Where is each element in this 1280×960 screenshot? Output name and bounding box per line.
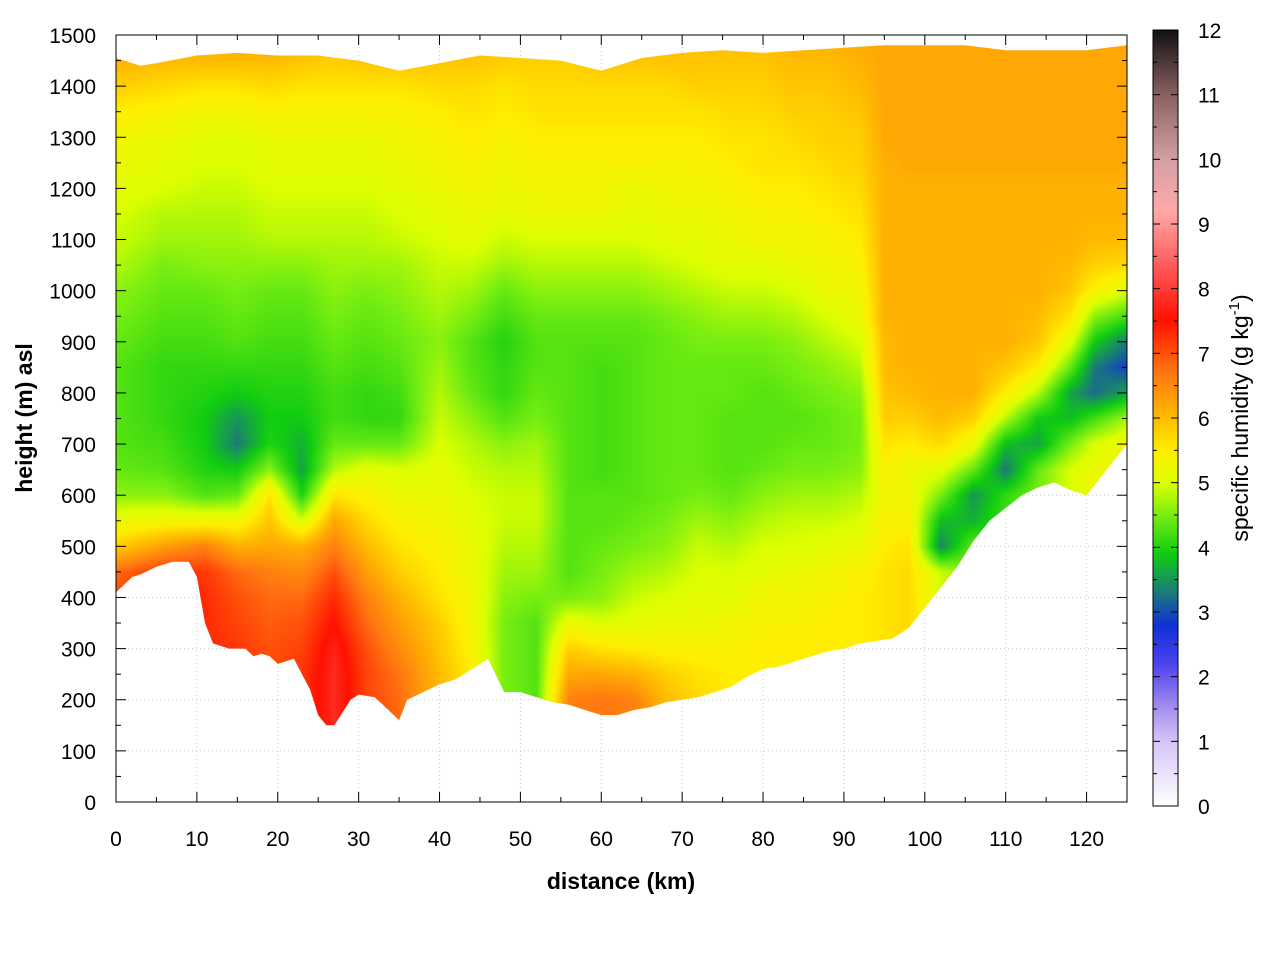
colorbar-tick-label: 0 xyxy=(1198,796,1210,819)
x-tick-label: 90 xyxy=(832,828,855,851)
colorbar-tick-label: 5 xyxy=(1198,473,1210,496)
colorbar-tick-label: 3 xyxy=(1198,602,1210,625)
y-tick-label: 400 xyxy=(61,587,96,610)
y-tick-label: 1200 xyxy=(49,178,96,201)
y-tick-label: 1000 xyxy=(49,281,96,304)
y-tick-label: 500 xyxy=(61,536,96,559)
colorbar-tick-label: 6 xyxy=(1198,408,1210,431)
y-tick-label: 1300 xyxy=(49,127,96,150)
colorbar-tick-label: 12 xyxy=(1198,20,1221,43)
colorbar-tick-label: 4 xyxy=(1198,537,1210,560)
plot-field xyxy=(116,45,1127,726)
x-tick-label: 0 xyxy=(110,828,122,851)
colorbar-tick-label: 9 xyxy=(1198,214,1210,237)
x-axis-title: distance (km) xyxy=(547,868,695,894)
y-tick-label: 800 xyxy=(61,383,96,406)
x-tick-label: 50 xyxy=(509,828,532,851)
x-tick-label: 120 xyxy=(1069,828,1104,851)
y-tick-label: 0 xyxy=(84,792,96,815)
x-tick-label: 60 xyxy=(590,828,613,851)
x-axis: 0 10 20 30 40 50 60 70 80 90 100 110 120 xyxy=(110,35,1104,851)
colorbar-title-main: specific humidity (g kg xyxy=(1227,315,1253,541)
y-tick-label: 1100 xyxy=(51,230,96,253)
colorbar-tick-label: 2 xyxy=(1198,667,1210,690)
y-tick-label: 100 xyxy=(61,741,96,764)
colorbar-title-sup: -1 xyxy=(1226,302,1243,315)
colorbar-title: specific humidity (g kg-1) xyxy=(1226,294,1253,541)
x-tick-label: 10 xyxy=(185,828,208,851)
y-tick-label: 600 xyxy=(61,485,96,508)
y-tick-label: 200 xyxy=(61,690,96,713)
x-tick-label: 30 xyxy=(347,828,370,851)
x-tick-label: 40 xyxy=(428,828,451,851)
x-tick-label: 110 xyxy=(989,828,1022,851)
y-tick-label: 1500 xyxy=(49,25,96,48)
colorbar-title-end: ) xyxy=(1227,294,1253,302)
colorbar-tick-label: 1 xyxy=(1198,731,1210,754)
colorbar-tick-label: 11 xyxy=(1198,85,1220,108)
x-tick-label: 20 xyxy=(266,828,289,851)
colorbar-tick-label: 10 xyxy=(1198,149,1221,172)
colorbar-tick-label: 7 xyxy=(1198,343,1210,366)
colorbar-tick-label: 8 xyxy=(1198,279,1210,302)
x-tick-label: 70 xyxy=(670,828,693,851)
y-tick-label: 1400 xyxy=(49,76,96,99)
y-tick-label: 900 xyxy=(61,332,96,355)
y-axis-title: height (m) asl xyxy=(11,343,37,493)
x-tick-label: 80 xyxy=(751,828,774,851)
y-axis: 0 100 200 300 400 500 600 700 800 900 1000 1100 1200… xyxy=(49,25,1127,815)
y-tick-label: 300 xyxy=(61,639,96,662)
x-tick-label: 100 xyxy=(907,828,942,851)
humidity-heatmap xyxy=(116,45,1127,726)
y-tick-label: 700 xyxy=(61,434,96,457)
